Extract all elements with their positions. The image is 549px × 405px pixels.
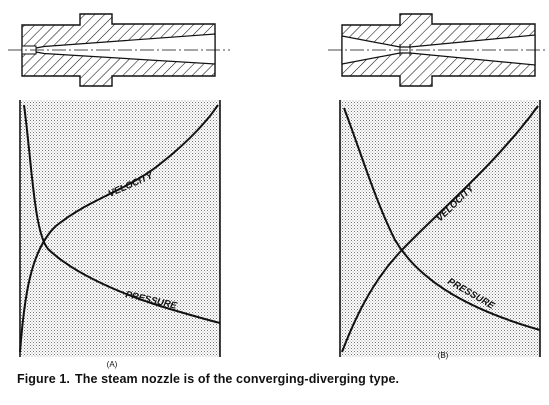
panel-a-tag: (A) <box>107 360 118 369</box>
nozzle-section-b <box>328 13 548 87</box>
graph-b-field <box>340 100 540 357</box>
figure-caption-text: The steam nozzle is of the converging-di… <box>75 372 400 386</box>
graph-a-pressure-curve <box>23 104 221 324</box>
graph-b-velocity-curve <box>341 105 539 353</box>
panel-a: VELOCITY PRESSURE (A) <box>8 13 230 369</box>
panel-b-tag: (B) <box>438 351 449 360</box>
figure-caption: Figure 1. The steam nozzle is of the conv… <box>17 372 399 386</box>
graph-a-velocity-curve <box>19 104 219 353</box>
graph-b-pressure-curve <box>343 107 541 331</box>
nozzle-section-a <box>8 13 230 87</box>
panel-b: VELOCITY PRESSURE (B) <box>328 13 548 360</box>
figure-label: Figure 1. <box>17 372 70 386</box>
graph-a: VELOCITY PRESSURE (A) <box>19 100 221 369</box>
graph-b: VELOCITY PRESSURE (B) <box>339 100 541 360</box>
